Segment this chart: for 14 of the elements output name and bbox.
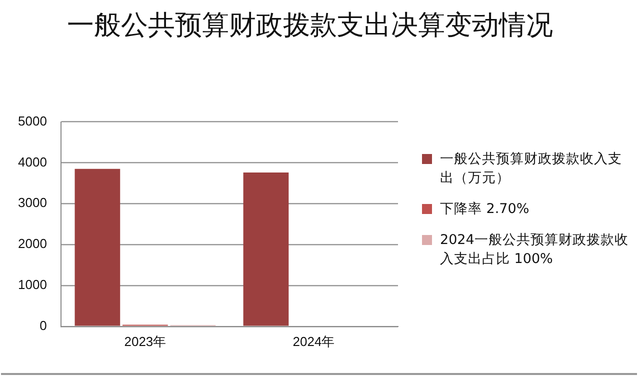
x-tick-label: 2024年 <box>292 334 335 349</box>
legend-label: 下降率 2.70% <box>440 200 530 219</box>
chart-title: 一般公共预算财政拨款支出决算变动情况 <box>66 9 554 43</box>
y-tick-label: 5000 <box>18 113 47 128</box>
legend-label: 2024一般公共预算财政拨款收入支出占比 100% <box>440 231 630 269</box>
y-tick-label: 4000 <box>18 154 47 170</box>
bar <box>243 172 289 326</box>
legend-label: 一般公共预算财政拨款收入支出（万元） <box>440 150 623 188</box>
y-tick-label: 1000 <box>18 277 47 292</box>
bar <box>74 168 120 326</box>
y-tick-label: 3000 <box>18 195 47 210</box>
y-tick-label: 2000 <box>18 236 47 252</box>
y-tick-label: 0 <box>40 318 47 333</box>
x-tick-label: 2023年 <box>124 334 166 349</box>
